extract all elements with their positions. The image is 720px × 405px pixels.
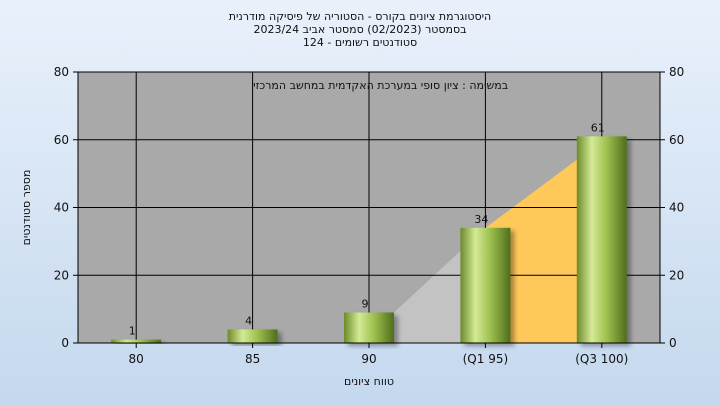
x-tick-label-2: 90 xyxy=(361,352,376,366)
x-tick-label-0: 80 xyxy=(129,352,144,366)
bar-value-label-1: 4 xyxy=(245,314,252,327)
y-tick-label-left-1: 20 xyxy=(54,268,69,282)
y-axis-label: מספר סטודנטים xyxy=(20,170,33,246)
bar-1 xyxy=(227,329,278,343)
y-tick-label-left-3: 60 xyxy=(54,133,69,147)
chart-title-line-2: בסמסטר (02/2023) סמסטר אביב 2023/24 xyxy=(253,23,467,36)
y-tick-label-left-4: 80 xyxy=(54,65,69,79)
data-labels: 1 4 9 34 61 xyxy=(129,121,605,337)
y-tick-label-left-2: 40 xyxy=(54,201,69,215)
y-tick-label-right-4: 80 xyxy=(669,65,684,79)
y-tick-label-right-3: 60 xyxy=(669,133,684,147)
chart-subtitle: במשימה : ציון סופי במערכת האקדמית במחשב … xyxy=(253,79,508,92)
y-tick-label-right-2: 40 xyxy=(669,201,684,215)
bar-3 xyxy=(460,227,511,343)
axes: 0 0 20 20 40 40 60 60 80 80 80 85 90 (Q1 95) (Q3 100) xyxy=(54,65,685,366)
chart-title-line-3: סטודנטים רשומים - 124 xyxy=(302,36,418,49)
bar-value-label-3: 34 xyxy=(474,213,488,226)
x-tick-label-4: (Q3 100) xyxy=(575,352,628,366)
y-tick-label-right-0: 0 xyxy=(669,336,677,350)
x-axis-label: טווח ציונים xyxy=(344,375,394,388)
bar-value-label-2: 9 xyxy=(362,298,369,311)
bar-4 xyxy=(576,136,627,343)
bar-value-label-0: 1 xyxy=(129,325,136,338)
y-tick-label-left-0: 0 xyxy=(61,336,69,350)
y-tick-label-right-1: 20 xyxy=(669,268,684,282)
bar-2 xyxy=(344,312,394,343)
bar-0 xyxy=(111,339,162,343)
bars xyxy=(111,136,627,343)
quartile-area xyxy=(485,156,602,343)
x-tick-label-3: (Q1 95) xyxy=(463,352,509,366)
bar-value-label-4: 61 xyxy=(591,121,605,134)
chart-title-line-1: היסטוגרמת ציונים בקורס - הסטוריה של פיסי… xyxy=(228,10,492,23)
x-tick-label-1: 85 xyxy=(245,352,260,366)
